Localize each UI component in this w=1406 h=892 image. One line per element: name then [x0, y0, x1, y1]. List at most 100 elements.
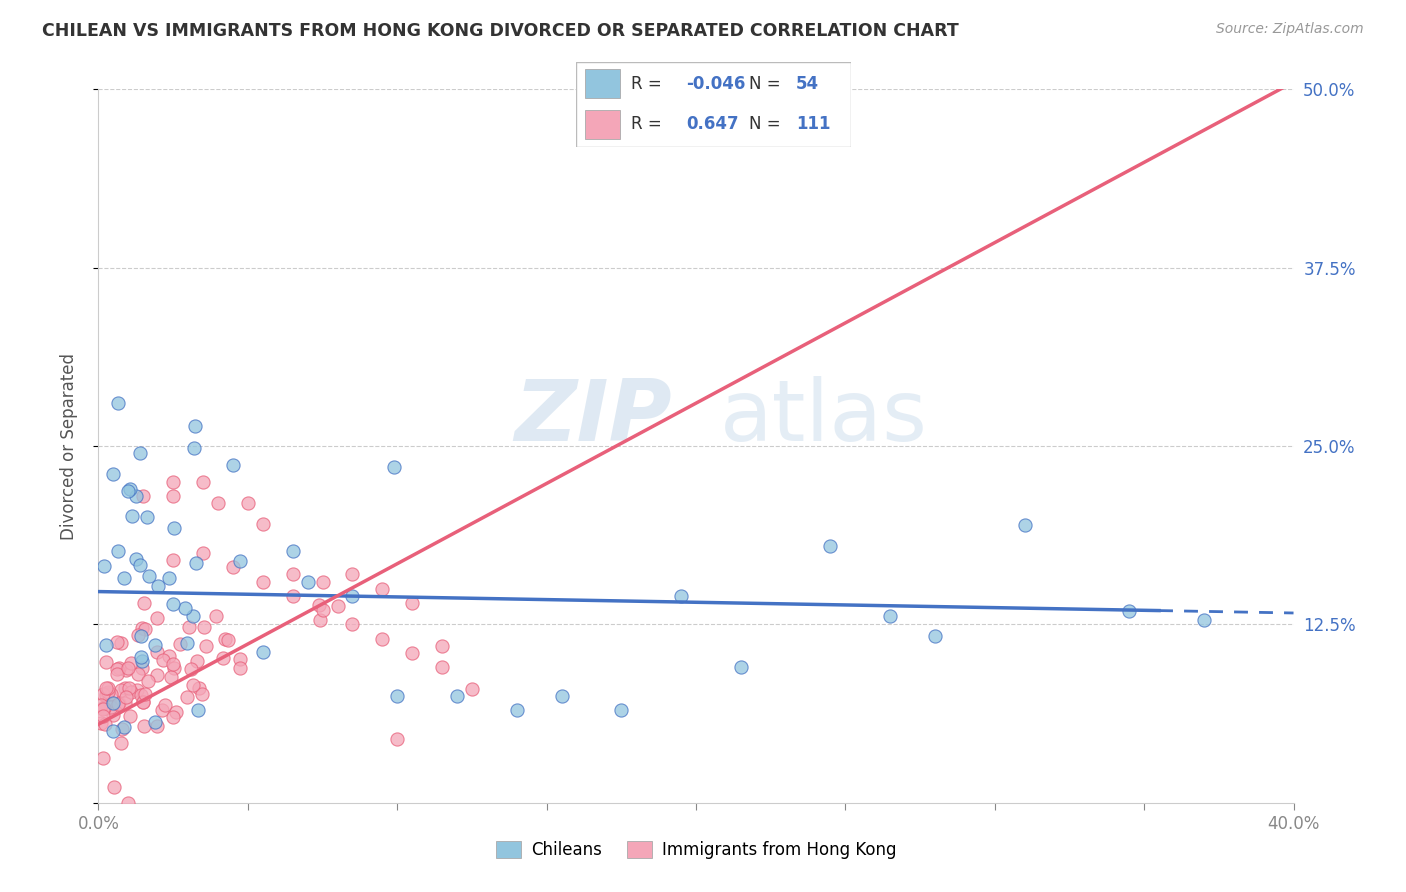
Point — [180, 662, 202, 676]
Point — [125, 551, 148, 566]
Point — [176, 636, 198, 650]
Point — [132, 596, 155, 610]
Point — [183, 419, 205, 434]
Point — [879, 608, 901, 623]
Point — [342, 567, 364, 582]
Point — [143, 638, 166, 652]
Point — [114, 664, 136, 678]
FancyBboxPatch shape — [585, 70, 620, 98]
Point — [129, 688, 152, 702]
Point — [128, 558, 150, 573]
Point — [146, 667, 169, 681]
Point — [297, 574, 319, 589]
Point — [162, 710, 184, 724]
Point — [326, 599, 349, 613]
Point — [1118, 604, 1140, 618]
FancyBboxPatch shape — [576, 62, 851, 147]
Point — [446, 689, 468, 703]
Point — [94, 688, 117, 702]
Point — [118, 482, 141, 496]
Point — [128, 446, 150, 460]
Point — [184, 556, 207, 570]
Point — [371, 632, 394, 646]
Text: atlas: atlas — [720, 376, 928, 459]
Point — [118, 708, 141, 723]
Point — [143, 714, 166, 729]
Point — [118, 681, 141, 696]
Text: ZIP: ZIP — [515, 376, 672, 459]
Point — [820, 539, 842, 553]
Point — [127, 666, 149, 681]
Point — [97, 681, 120, 696]
Point — [610, 703, 633, 717]
Point — [150, 703, 173, 717]
Point — [138, 569, 160, 583]
Point — [124, 489, 146, 503]
Point — [101, 724, 124, 739]
Point — [91, 702, 114, 716]
Point — [281, 567, 304, 582]
Point — [176, 690, 198, 704]
Point — [228, 661, 250, 675]
Point — [162, 521, 184, 535]
Point — [371, 582, 394, 596]
Point — [342, 589, 364, 603]
Point — [94, 716, 117, 731]
Point — [252, 574, 274, 589]
Point — [110, 736, 132, 750]
Point — [430, 639, 453, 653]
Point — [157, 649, 180, 664]
Point — [191, 546, 214, 560]
Point — [110, 683, 132, 698]
Text: R =: R = — [631, 75, 668, 93]
Point — [187, 703, 209, 717]
Point — [169, 637, 191, 651]
Point — [924, 629, 946, 643]
Point — [120, 685, 142, 699]
Point — [120, 656, 142, 670]
Point — [112, 720, 135, 734]
Point — [131, 622, 153, 636]
Point — [94, 638, 117, 652]
Point — [222, 458, 245, 473]
Point — [100, 687, 122, 701]
Point — [173, 600, 195, 615]
Point — [252, 517, 274, 532]
Point — [550, 689, 572, 703]
Point — [107, 544, 129, 558]
Point — [186, 654, 208, 668]
Point — [183, 609, 205, 624]
Point — [311, 574, 333, 589]
Point — [193, 620, 215, 634]
Point — [163, 661, 186, 675]
Point — [162, 553, 184, 567]
Point — [146, 719, 169, 733]
FancyBboxPatch shape — [585, 110, 620, 139]
Point — [132, 489, 155, 503]
Text: Source: ZipAtlas.com: Source: ZipAtlas.com — [1216, 22, 1364, 37]
Point — [669, 589, 692, 603]
Point — [183, 441, 205, 455]
Point — [117, 796, 139, 810]
Point — [107, 396, 129, 410]
Point — [134, 622, 156, 636]
Point — [217, 633, 239, 648]
Point — [93, 558, 115, 573]
Point — [385, 731, 409, 746]
Point — [461, 681, 484, 696]
Point — [146, 611, 169, 625]
Point — [90, 716, 112, 731]
Point — [153, 698, 176, 712]
Point — [188, 681, 211, 696]
Point — [162, 475, 184, 489]
Point — [91, 687, 114, 701]
Point — [308, 613, 330, 627]
Point — [162, 489, 184, 503]
Text: R =: R = — [631, 115, 672, 133]
Point — [162, 657, 184, 671]
Point — [94, 681, 117, 695]
Text: N =: N = — [749, 115, 786, 133]
Y-axis label: Divorced or Separated: Divorced or Separated — [59, 352, 77, 540]
Point — [131, 661, 153, 675]
Point — [103, 780, 125, 794]
